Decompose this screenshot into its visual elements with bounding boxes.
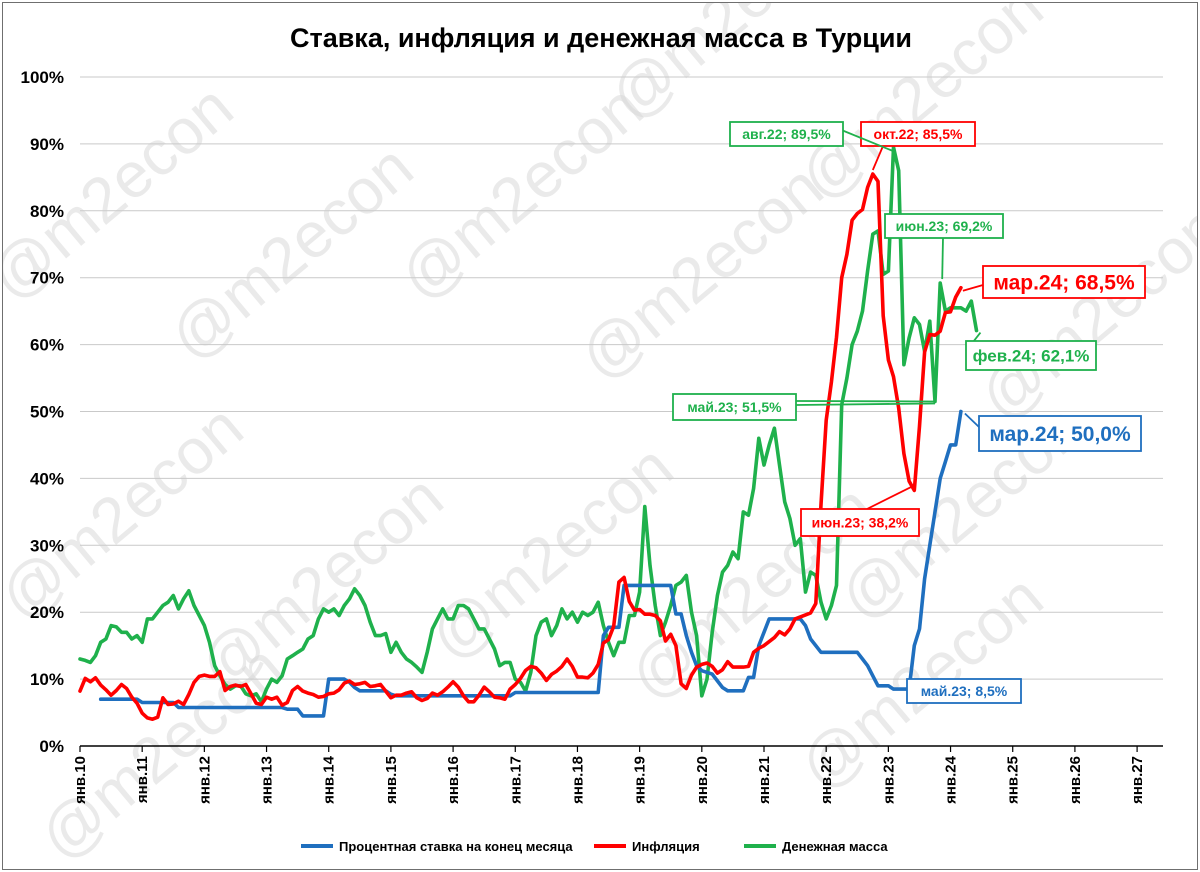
gridlines [80, 76, 1163, 680]
annotation-leader [871, 145, 884, 171]
annotation-box [982, 265, 1146, 299]
chart-title: Ставка, инфляция и денежная масса в Турц… [290, 23, 912, 53]
y-axis-ticks: 0% 10% 20% 30% 40% 50% 60% 70% 80% 90% 100% [21, 68, 64, 756]
annotation-m2-may23: май.23; 51,5% [672, 393, 936, 421]
x-tick-label: янв.21 [756, 756, 773, 804]
y-tick-label: 20% [30, 603, 64, 622]
watermark-text: @m2econ [3, 390, 256, 633]
x-tick-label: янв.10 [72, 756, 89, 804]
annotation-box [965, 340, 1097, 371]
y-tick-label: 40% [30, 469, 64, 488]
annotation-inf-jun23: июн.23; 38,2% [800, 485, 920, 537]
watermark-text: @m2econ [26, 630, 296, 869]
legend-label: Инфляция [632, 839, 700, 854]
annotation-box [884, 213, 1004, 239]
annotation-label: окт.22; 85,5% [874, 126, 963, 142]
x-tick-label: янв.15 [383, 756, 400, 804]
watermark-text: @m2econ [566, 150, 836, 393]
annotation-leader [866, 485, 913, 510]
y-tick-label: 10% [30, 670, 64, 689]
annotation-box [800, 508, 920, 537]
x-tick-label: янв.23 [880, 756, 897, 804]
annotation-leader [964, 412, 980, 428]
legend: Процентная ставка на конец месяца Инфляци… [301, 839, 888, 854]
annotation-inf-oct22: окт.22; 85,5% [860, 121, 976, 171]
annotation-box [906, 678, 1022, 704]
annotation-label: мар.24; 68,5% [993, 272, 1135, 295]
annotation-leader [838, 128, 894, 153]
x-tick-label: янв.12 [196, 756, 213, 804]
legend-label: Процентная ставка на конец месяца [339, 839, 573, 854]
annotation-label: июн.23; 69,2% [896, 218, 993, 234]
annotation-rate-mar24: мар.24; 50,0% [964, 412, 1142, 452]
series-lines [78, 145, 979, 721]
annotation-box [860, 121, 976, 147]
annotation-label: авг.22; 89,5% [742, 126, 831, 142]
annotation-m2-aug22: авг.22; 89,5% [729, 121, 894, 153]
series-line-rate [98, 409, 963, 718]
x-tick-label: янв.14 [321, 755, 338, 804]
x-tick-label: янв.26 [1067, 756, 1084, 804]
annotation-box [729, 121, 844, 147]
annotation-box [672, 393, 797, 421]
x-tick-label: янв.19 [632, 756, 649, 804]
x-tick-label: янв.17 [507, 756, 524, 804]
annotation-label: фев.24; 62,1% [973, 347, 1090, 366]
x-tick-label: янв.13 [259, 756, 276, 804]
annotation-leader [962, 284, 984, 292]
annotation-label: май.23; 8,5% [921, 683, 1008, 699]
x-tick-label: янв.24 [943, 755, 960, 804]
x-tick-label: янв.16 [445, 756, 462, 804]
annotation-rate-may23: май.23; 8,5% [906, 678, 1022, 704]
chart-svg: @m2econ@m2econ@m2econ@m2econ@m2econ@m2ec… [3, 3, 1197, 869]
y-tick-label: 30% [30, 536, 64, 555]
annotations: май.23; 8,5% мар.24; 50,0% окт.22; 85,5% ию… [672, 121, 1146, 704]
legend-label: Денежная масса [782, 839, 888, 854]
x-tick-label: янв.25 [1005, 756, 1022, 804]
annotation-label: июн.23; 38,2% [812, 515, 909, 531]
x-axis-ticks: янв.10 янв.11 янв.12 янв.13 янв.14 янв.15 янв.… [72, 746, 1146, 804]
annotation-label: мар.24; 50,0% [989, 423, 1131, 446]
x-tick-label: янв.27 [1129, 756, 1146, 804]
annotation-label: май.23; 51,5% [687, 399, 782, 415]
annotation-m2-jun23: июн.23; 69,2% [884, 213, 1004, 280]
y-tick-label: 90% [30, 135, 64, 154]
annotation-m2-feb24: фев.24; 62,1% [965, 331, 1097, 371]
y-tick-label: 50% [30, 403, 64, 422]
legend-item-inflation: Инфляция [594, 839, 700, 854]
y-tick-label: 100% [21, 68, 64, 87]
x-tick-label: янв.11 [134, 756, 151, 803]
annotation-inf-mar24: мар.24; 68,5% [962, 265, 1146, 299]
y-tick-label: 60% [30, 336, 64, 355]
x-tick-label: янв.22 [818, 756, 835, 804]
y-tick-label: 70% [30, 269, 64, 288]
annotation-leader [795, 402, 936, 406]
legend-item-rate: Процентная ставка на конец месяца [301, 839, 573, 854]
annotation-leader [941, 237, 944, 280]
legend-item-money: Денежная масса [744, 839, 888, 854]
x-tick-label: янв.18 [569, 756, 586, 804]
series-line-inflation [78, 172, 963, 721]
annotation-box [978, 415, 1142, 452]
y-tick-label: 0% [39, 737, 64, 756]
x-tick-label: янв.20 [694, 756, 711, 804]
y-tick-label: 80% [30, 202, 64, 221]
